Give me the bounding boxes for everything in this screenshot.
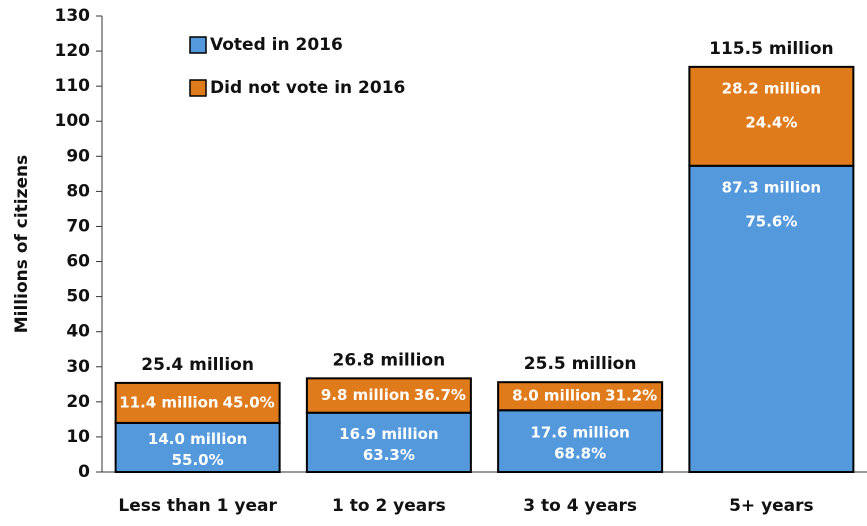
total-label: 115.5 million: [709, 39, 834, 59]
bar-segment: [688, 65, 855, 167]
y-tick-label: 20: [66, 392, 90, 412]
x-tick-label: 3 to 4 years: [523, 496, 637, 516]
bar-segment: [305, 377, 472, 414]
share-label: 24.4%: [745, 113, 797, 131]
share-label: 75.6%: [745, 212, 797, 230]
bar-segment: [497, 409, 664, 474]
y-tick-label: 70: [66, 216, 90, 236]
total-label: 25.4 million: [141, 355, 254, 375]
x-tick-label: 5+ years: [729, 496, 814, 516]
y-tick-label: 80: [66, 181, 90, 201]
bar-segment: [497, 381, 664, 412]
y-tick-label: 30: [66, 357, 90, 377]
y-tick-label: 40: [66, 322, 90, 342]
share-label: 31.2%: [605, 387, 657, 405]
bar-segment: [688, 164, 855, 473]
x-tick-label: 1 to 2 years: [332, 496, 446, 516]
legend-label: Did not vote in 2016: [210, 78, 405, 98]
y-tick-label: 120: [55, 41, 91, 61]
value-label: 14.0 million: [148, 430, 247, 448]
value-label: 11.4 million: [119, 393, 218, 411]
value-label: 28.2 million: [722, 79, 821, 97]
share-label: 45.0%: [223, 393, 275, 411]
value-label: 16.9 million: [339, 425, 438, 443]
y-tick-label: 0: [78, 462, 90, 482]
value-label: 9.8 million: [321, 386, 410, 404]
bar-segment: [305, 411, 472, 473]
bar-segment: [114, 421, 281, 473]
bar-segment: [114, 381, 281, 424]
value-label: 8.0 million: [512, 387, 601, 405]
legend-swatch: [189, 79, 207, 97]
share-label: 36.7%: [414, 386, 466, 404]
share-label: 63.3%: [363, 446, 415, 464]
share-label: 55.0%: [172, 451, 224, 469]
y-tick-label: 10: [66, 427, 90, 447]
y-axis-label: Millions of citizens: [12, 155, 32, 334]
legend-swatch: [189, 36, 207, 54]
share-label: 68.8%: [554, 445, 606, 463]
x-tick-label: Less than 1 year: [118, 496, 277, 516]
value-label: 17.6 million: [530, 424, 629, 442]
y-tick-label: 90: [66, 146, 90, 166]
y-tick-label: 100: [55, 111, 91, 131]
legend-label: Voted in 2016: [210, 35, 343, 55]
y-tick-label: 130: [55, 6, 91, 26]
y-tick-label: 60: [66, 252, 90, 272]
total-label: 25.5 million: [524, 354, 637, 374]
y-tick-label: 50: [66, 287, 90, 307]
total-label: 26.8 million: [333, 350, 446, 370]
value-label: 87.3 million: [722, 178, 821, 196]
y-tick-label: 110: [55, 76, 91, 96]
